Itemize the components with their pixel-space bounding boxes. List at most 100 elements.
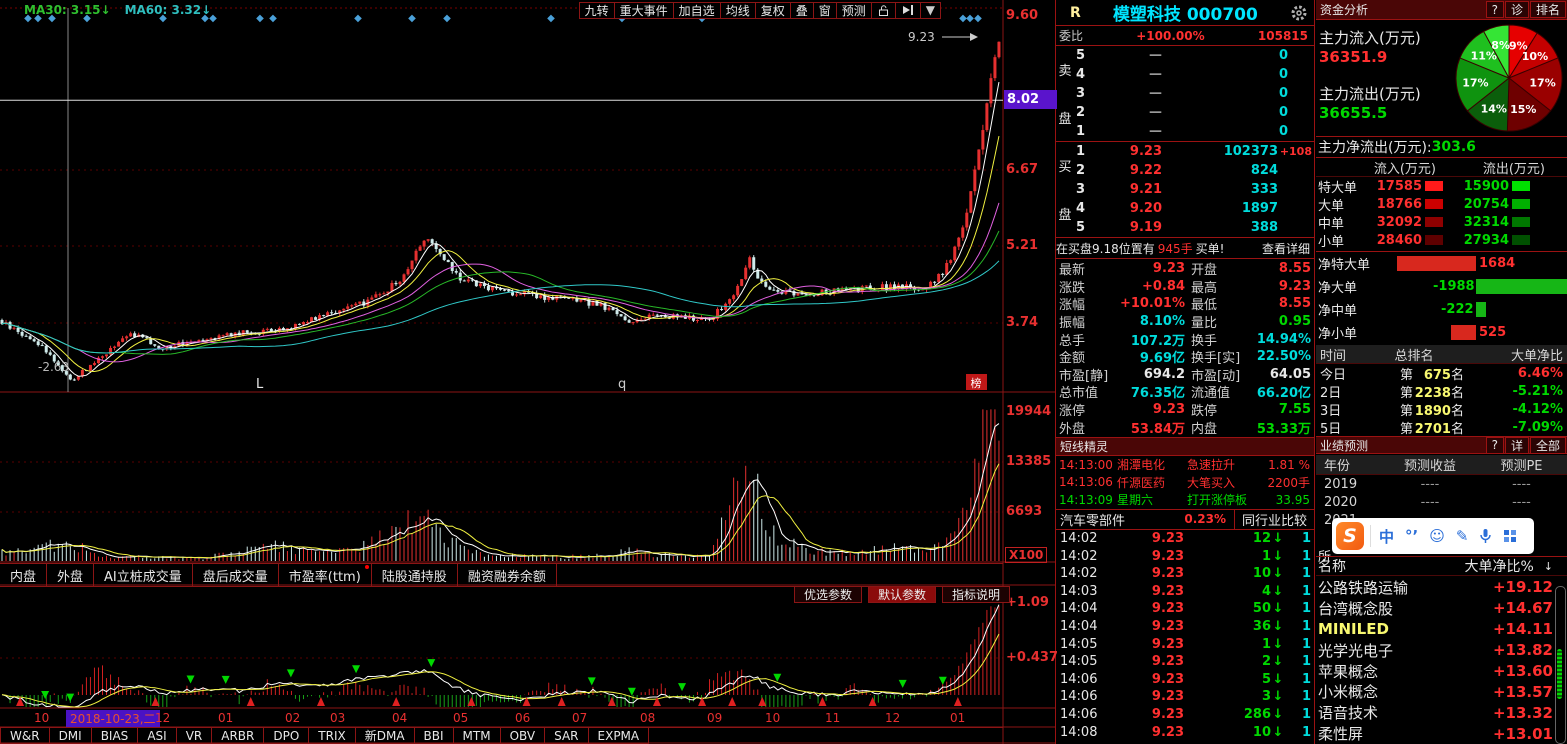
buy-row[interactable]: 1 9.23 102373 +108 <box>1076 144 1312 159</box>
indicator-tab-ASI[interactable]: ASI <box>138 727 177 744</box>
concept-row[interactable]: 苹果概念 +13.60 <box>1318 662 1553 681</box>
caret-down-icon[interactable]: ▼ <box>920 1 941 19</box>
toolbar-button-复权[interactable]: 复权 <box>755 1 791 19</box>
param-button-指标说明[interactable]: 指标说明 <box>942 586 1011 603</box>
param-button-默认参数[interactable]: 默认参数 <box>868 586 937 603</box>
buy-label: 买盘 <box>1058 160 1072 223</box>
alert-row[interactable]: 14:13:09 星期六 打开涨停板 33.95 <box>1059 492 1310 508</box>
concept-row[interactable]: 小米概念 +13.57 <box>1318 682 1553 702</box>
volume-tab-融资融券余额[interactable]: 融资融券余额 <box>456 564 557 586</box>
net-outflow-row: 主力净流出(万元): 303.6 <box>1316 136 1567 158</box>
sell-row[interactable]: 1—0 <box>1076 124 1288 139</box>
diagnose-button[interactable]: 诊 <box>1504 1 1529 18</box>
detail-button[interactable]: 详 <box>1504 436 1529 454</box>
volume-tab-盘后成交量[interactable]: 盘后成交量 <box>191 564 279 586</box>
toolbar-button-加自选[interactable]: 加自选 <box>673 1 721 19</box>
view-detail-link[interactable]: 查看详细 <box>1261 241 1310 256</box>
buy-row[interactable]: 3 9.21 333 <box>1076 182 1278 197</box>
event-diamond-icon: ◆ <box>269 13 277 24</box>
indicator-tab-OBV[interactable]: OBV <box>500 727 546 744</box>
sell-row[interactable]: 3—0 <box>1076 86 1288 101</box>
scrollbar[interactable] <box>1555 586 1566 744</box>
handwriting-icon[interactable]: ✎ <box>1455 527 1469 545</box>
concept-row[interactable]: 公路铁路运输 +19.12 <box>1318 578 1553 597</box>
tick-row: 14:05 9.23 2 ↓ 1 <box>1060 654 1311 670</box>
toolbar-button-重大事件[interactable]: 重大事件 <box>614 1 674 19</box>
indicator-tab-EXPMA[interactable]: EXPMA <box>588 727 650 744</box>
buy-signal-arrow-icon <box>698 697 707 706</box>
sell-signal-arrow-icon <box>938 676 947 685</box>
volume-tab-市盈率(ttm)[interactable]: 市盈率(ttm) <box>277 564 372 586</box>
sort-desc-icon[interactable]: ↓ <box>1543 559 1553 573</box>
flow-row: 小单 28460 27934 <box>1316 231 1567 250</box>
buy-row[interactable]: 2 9.22 824 <box>1076 163 1278 178</box>
pie-label: 17% <box>1462 77 1488 90</box>
concept-row[interactable]: 台湾概念股 +14.67 <box>1318 599 1553 618</box>
concept-row[interactable]: 光学光电子 +13.82 <box>1318 641 1553 660</box>
indicator-tab-W&R[interactable]: W&R <box>0 727 50 744</box>
time-tick: 08 <box>640 711 656 725</box>
indicator-tab-TRIX[interactable]: TRIX <box>309 727 356 744</box>
pie-slice <box>1508 57 1563 112</box>
cn-en-toggle[interactable]: 中 <box>1379 527 1395 546</box>
help-button[interactable]: ? <box>1485 1 1504 18</box>
event-diamond-icon: ◆ <box>966 13 974 24</box>
volume-tab-内盘[interactable]: 内盘 <box>0 564 48 586</box>
all-button[interactable]: 全部 <box>1529 436 1566 454</box>
flow-row: 大单 18766 20754 <box>1316 195 1567 214</box>
indicator-tab-ARBR[interactable]: ARBR <box>212 727 265 744</box>
buy-row[interactable]: 5 9.19 388 <box>1076 220 1278 235</box>
sogou-logo[interactable]: S <box>1336 522 1364 550</box>
indicator-tab-BBI[interactable]: BBI <box>414 727 454 744</box>
indicator-param-buttons: 优选参数 默认参数 指标说明 <box>788 586 1011 603</box>
punctuation-toggle[interactable]: °’ <box>1405 527 1419 545</box>
emoji-icon[interactable]: ☺ <box>1429 527 1445 545</box>
fund-title: 资金分析 <box>1320 3 1369 17</box>
lock-icon[interactable] <box>871 1 896 19</box>
toolbox-icon[interactable] <box>1503 529 1517 543</box>
toolbar-button-九转[interactable]: 九转 <box>578 1 615 19</box>
ma-line <box>1 81 1000 377</box>
industry-name[interactable]: 汽车零部件 <box>1060 513 1126 529</box>
concept-row[interactable]: 柔性屏 +13.01 <box>1318 724 1553 744</box>
indicator-tab-DPO[interactable]: DPO <box>264 727 310 744</box>
sell-row[interactable]: 2—0 <box>1076 105 1288 120</box>
indicator-tab-SAR[interactable]: SAR <box>545 727 589 744</box>
step-icon[interactable] <box>895 1 921 19</box>
indicator-tab-新DMA[interactable]: 新DMA <box>355 727 415 744</box>
sell-row[interactable]: 4—0 <box>1076 67 1288 82</box>
main-chart[interactable]: ◆ ◆ ◆ ◆ ◆ ◆ ◆ ◆ ◆ ◆ ◆ ◆ ◆ ◆ ◆ ◆ ◆ ◆9.23-2.63L q 榜 <box>0 0 1056 744</box>
indicator-tab-VR[interactable]: VR <box>176 727 213 744</box>
volume-tab-陆股通持股[interactable]: 陆股通持股 <box>370 564 458 586</box>
net-bars: 净特大单 1684 净大单 -1988 净中单 -222 净小单 525 <box>1316 251 1567 344</box>
indicator-tab-MTM[interactable]: MTM <box>453 727 501 744</box>
sell-row[interactable]: 5—0 <box>1076 48 1288 63</box>
concept-row[interactable]: MINILED +14.11 <box>1318 620 1553 639</box>
buy-row[interactable]: 4 9.20 1897 <box>1076 201 1278 216</box>
net-outflow-value: 303.6 <box>1431 139 1476 155</box>
alert-row[interactable]: 14:13:00 湘潭电化 急速拉升 1.81 % <box>1059 457 1310 473</box>
buy-signal-arrow-icon <box>246 697 255 706</box>
volume-tab-AI立桩成交量[interactable]: AI立桩成交量 <box>93 564 193 586</box>
toolbar-button-均线[interactable]: 均线 <box>720 1 756 19</box>
indicator-tab-BIAS[interactable]: BIAS <box>91 727 139 744</box>
toolbar-button-窗[interactable]: 窗 <box>813 1 837 19</box>
toolbar-button-叠[interactable]: 叠 <box>790 1 814 19</box>
volume-tab-外盘[interactable]: 外盘 <box>46 564 95 586</box>
indicator-tab-DMI[interactable]: DMI <box>49 727 92 744</box>
gear-icon[interactable] <box>1290 4 1308 22</box>
sell-signal-arrow-icon <box>678 683 687 692</box>
industry-compare-button[interactable]: 同行业比较 <box>1233 509 1314 529</box>
toolbar-button-预测[interactable]: 预测 <box>836 1 872 19</box>
sell-signal-arrow-icon <box>627 687 636 696</box>
event-diamond-icon: ◆ <box>354 13 362 24</box>
mic-icon[interactable] <box>1479 528 1492 544</box>
alert-row[interactable]: 14:13:06 仟源医药 大笔买入 2200手 <box>1059 475 1310 490</box>
rank-button[interactable]: 排名 <box>1529 1 1566 18</box>
help-button[interactable]: ? <box>1485 436 1504 454</box>
concept-row[interactable]: 语音技术 +13.32 <box>1318 703 1553 723</box>
fund-panel: 资金分析 ? 诊 排名 主力流入(万元) 36351.9 主力流出(万元) 36… <box>1316 0 1567 744</box>
scrollbar-thumb[interactable] <box>1557 649 1562 699</box>
time-tick: 11 <box>825 711 841 725</box>
param-button-优选参数[interactable]: 优选参数 <box>794 586 863 603</box>
